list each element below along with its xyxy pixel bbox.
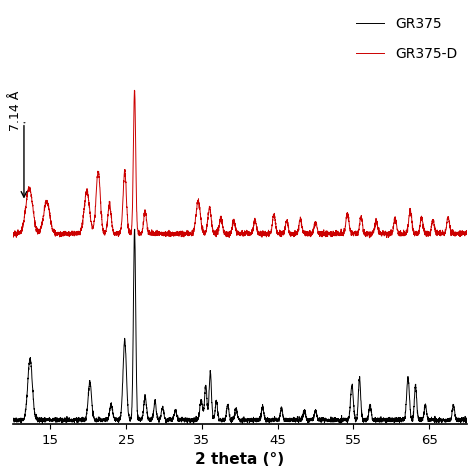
GR375 [132, 227, 137, 232]
GR375 [201, 408, 207, 413]
GR375 [226, 406, 232, 411]
GR375 [428, 417, 434, 423]
GR375-D [201, 230, 207, 236]
Text: 7.14 Å: 7.14 Å [9, 91, 22, 131]
GR375 [340, 419, 346, 424]
GR375-D [450, 231, 456, 237]
X-axis label: 2 theta (°): 2 theta (°) [195, 452, 284, 467]
GR375 [205, 404, 210, 410]
Line: GR375: GR375 [13, 229, 467, 424]
GR375 [464, 417, 470, 422]
GR375-D [10, 232, 16, 237]
Line: GR375-D: GR375-D [13, 91, 467, 238]
GR375 [39, 421, 45, 427]
GR375-D [464, 228, 470, 234]
GR375-D [132, 88, 137, 93]
GR375 [10, 417, 16, 422]
Legend: GR375, GR375-D: GR375, GR375-D [351, 11, 463, 67]
GR375-D [340, 232, 346, 238]
GR375 [450, 404, 456, 410]
GR375-D [226, 234, 231, 240]
GR375-D [366, 235, 372, 241]
GR375-D [204, 220, 210, 226]
GR375-D [428, 229, 434, 235]
